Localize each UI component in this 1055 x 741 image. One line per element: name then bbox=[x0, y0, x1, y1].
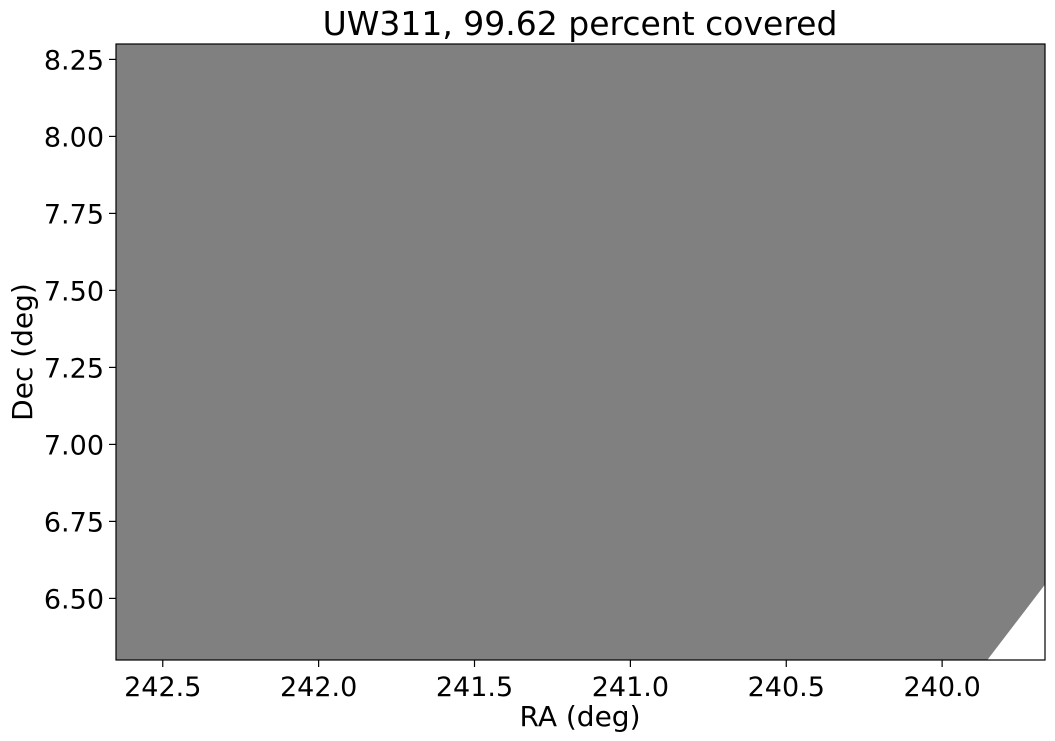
coverage-region bbox=[116, 44, 1045, 660]
x-axis-ticks: 242.5 242.0 241.5 241.0 240.5 240.0 bbox=[124, 660, 981, 703]
y-tick-label: 7.25 bbox=[44, 353, 104, 384]
chart-title: UW311, 99.62 percent covered bbox=[323, 4, 838, 43]
y-tick-label: 8.00 bbox=[44, 122, 104, 153]
y-tick-label: 7.00 bbox=[44, 430, 104, 461]
y-tick-label: 7.75 bbox=[44, 199, 104, 230]
x-tick-label: 240.0 bbox=[903, 672, 980, 703]
y-tick-label: 6.50 bbox=[44, 584, 104, 615]
x-tick-label: 242.0 bbox=[280, 672, 357, 703]
plot-area bbox=[115, 43, 1046, 661]
x-axis-label: RA (deg) bbox=[520, 700, 641, 733]
y-tick-label: 8.25 bbox=[44, 45, 104, 76]
x-tick-label: 241.0 bbox=[592, 672, 669, 703]
y-tick-label: 7.50 bbox=[44, 276, 104, 307]
y-axis-ticks: 6.50 6.75 7.00 7.25 7.50 7.75 8.00 8.25 bbox=[44, 45, 116, 615]
y-axis-label: Dec (deg) bbox=[6, 283, 39, 421]
x-tick-label: 240.5 bbox=[748, 672, 825, 703]
plot-frame bbox=[115, 43, 1046, 661]
x-tick-label: 241.5 bbox=[436, 672, 513, 703]
x-tick-label: 242.5 bbox=[124, 672, 201, 703]
y-tick-label: 6.75 bbox=[44, 507, 104, 538]
